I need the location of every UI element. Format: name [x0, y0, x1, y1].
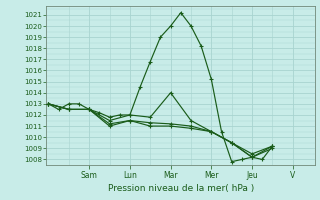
X-axis label: Pression niveau de la mer( hPa ): Pression niveau de la mer( hPa ): [108, 184, 254, 193]
